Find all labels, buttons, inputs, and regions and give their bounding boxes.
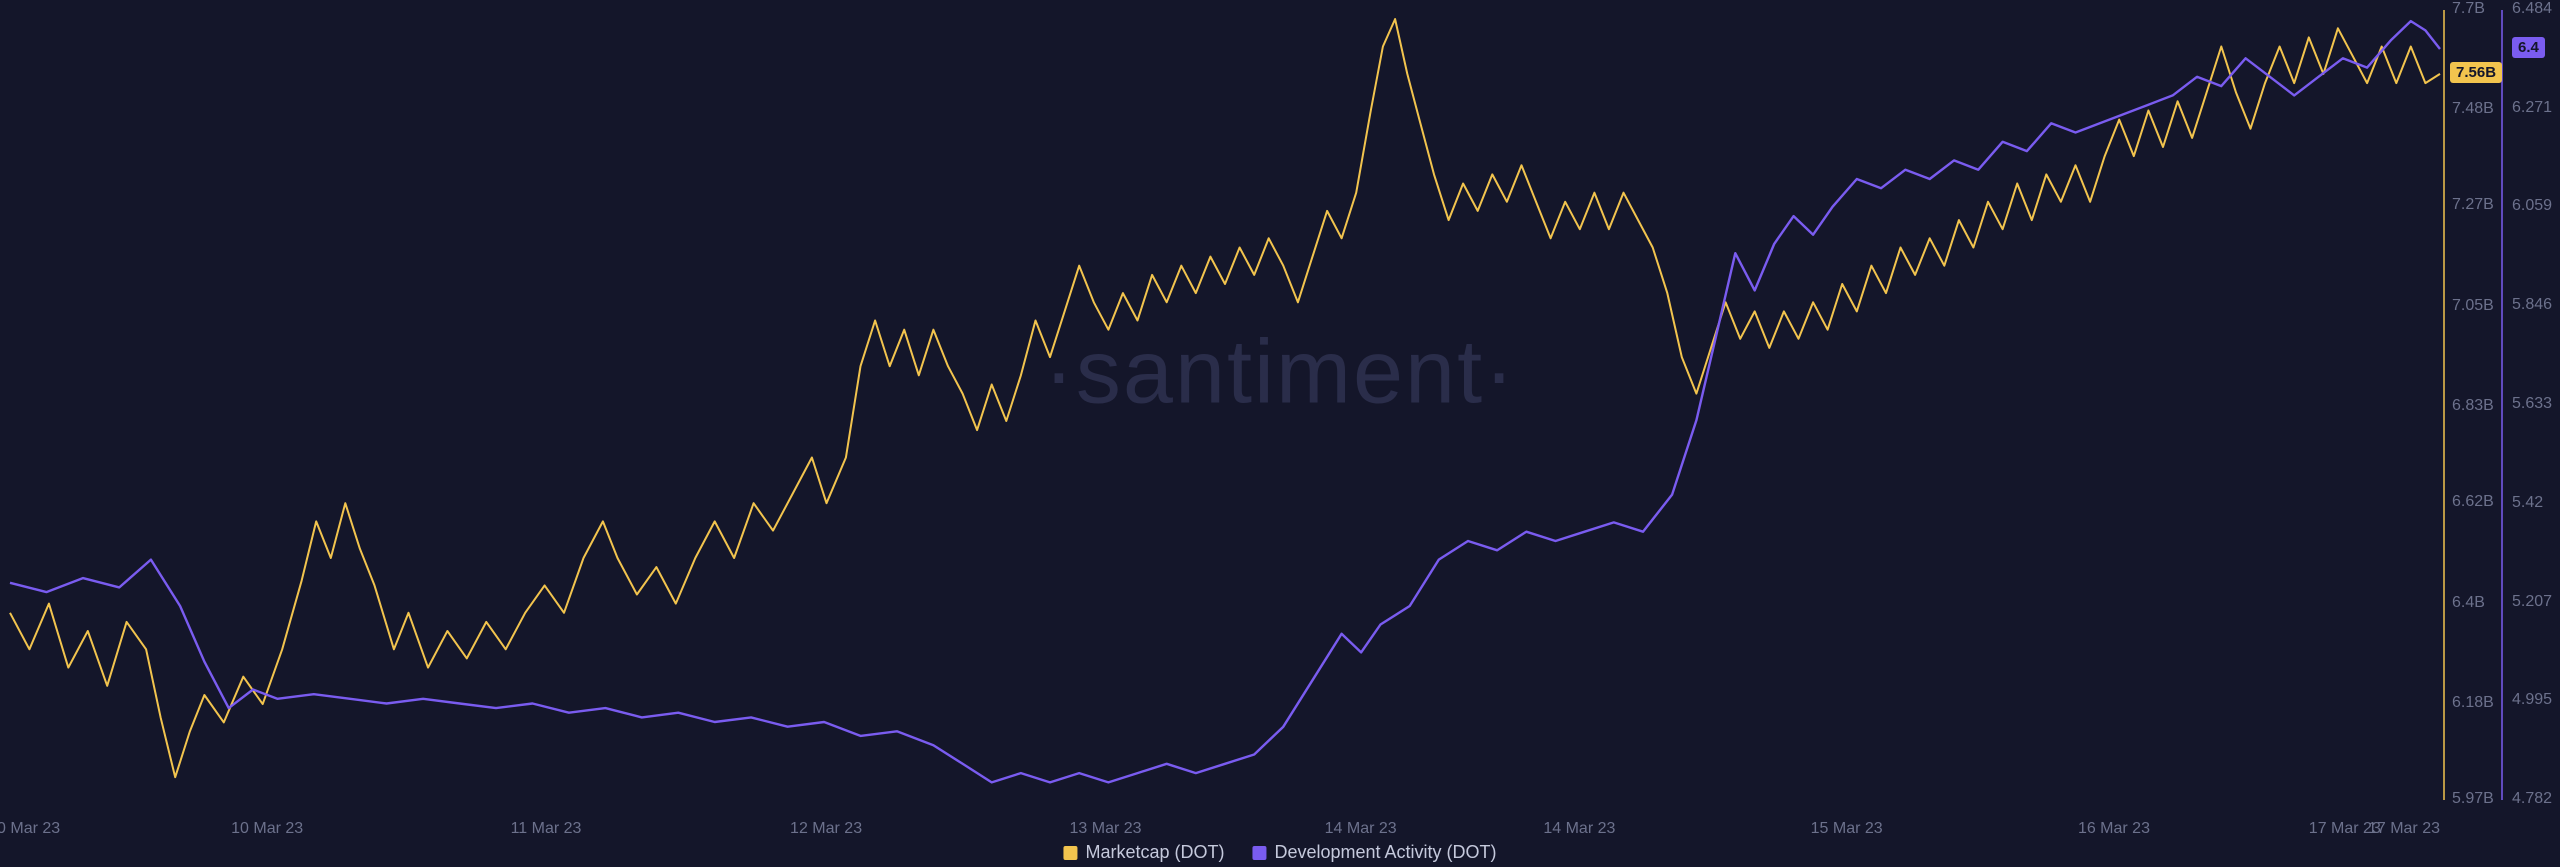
y-left-tick: 6.18B [2452,694,2494,712]
y-right-tick: 4.995 [2512,691,2552,709]
x-axis-label: 14 Mar 23 [1325,820,1397,838]
chart-root: ·santiment· Marketcap (DOT) Development … [0,0,2560,867]
series-dev-activity [10,21,2440,782]
y-left-tick: 5.97B [2452,790,2494,808]
x-axis-label: 16 Mar 23 [2078,820,2150,838]
legend-swatch-marketcap [1063,846,1077,860]
y-right-tick: 5.42 [2512,494,2543,512]
x-axis-label: 15 Mar 23 [1811,820,1883,838]
y-left-tick: 7.48B [2452,100,2494,118]
y-left-tick: 7.7B [2452,0,2485,18]
legend: Marketcap (DOT) Development Activity (DO… [1063,842,1496,863]
legend-label-marketcap: Marketcap (DOT) [1085,842,1224,863]
y-left-tick: 6.83B [2452,397,2494,415]
y-left-tick: 6.4B [2452,594,2485,612]
y-left-tick: 7.05B [2452,297,2494,315]
legend-item-marketcap[interactable]: Marketcap (DOT) [1063,842,1224,863]
x-axis-label: 10 Mar 23 [231,820,303,838]
y-right-tick: 6.484 [2512,0,2552,18]
current-badge-dev-activity: 6.4 [2512,37,2545,58]
x-axis-label: 12 Mar 23 [790,820,862,838]
y-right-tick: 4.782 [2512,790,2552,808]
x-axis-label: 14 Mar 23 [1543,820,1615,838]
legend-label-dev-activity: Development Activity (DOT) [1274,842,1496,863]
y-right-tick: 5.207 [2512,593,2552,611]
x-axis-label: 13 Mar 23 [1070,820,1142,838]
y-right-tick: 6.059 [2512,197,2552,215]
y-right-tick: 6.271 [2512,99,2552,117]
legend-swatch-dev-activity [1252,846,1266,860]
legend-item-dev-activity[interactable]: Development Activity (DOT) [1252,842,1496,863]
x-axis-label: 10 Mar 23 [0,820,60,838]
y-left-tick: 7.27B [2452,196,2494,214]
chart-svg [0,0,2560,867]
y-left-tick: 6.62B [2452,493,2494,511]
y-right-tick: 5.846 [2512,296,2552,314]
y-right-tick: 5.633 [2512,395,2552,413]
x-axis-label: 17 Mar 23 [2368,820,2440,838]
current-badge-marketcap: 7.56B [2450,62,2502,83]
x-axis-label: 11 Mar 23 [511,820,582,838]
